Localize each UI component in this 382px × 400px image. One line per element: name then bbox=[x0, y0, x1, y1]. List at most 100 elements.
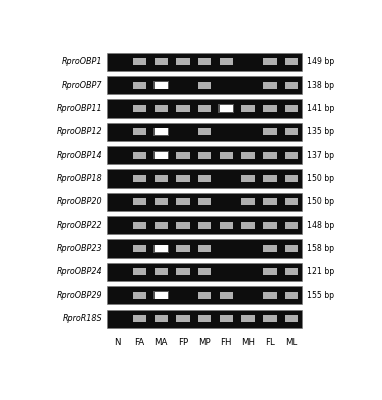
Text: RproOBP24: RproOBP24 bbox=[57, 268, 102, 276]
Bar bbox=[263, 222, 277, 229]
Bar bbox=[133, 82, 146, 88]
Bar bbox=[263, 292, 277, 299]
Bar bbox=[107, 286, 302, 304]
Bar bbox=[133, 128, 146, 135]
Text: RproOBP14: RproOBP14 bbox=[57, 151, 102, 160]
Text: 149 bp: 149 bp bbox=[307, 57, 334, 66]
Text: FH: FH bbox=[221, 338, 232, 348]
Bar bbox=[263, 268, 277, 276]
Bar bbox=[154, 198, 168, 205]
Bar bbox=[263, 82, 277, 88]
Bar bbox=[263, 105, 277, 112]
Text: FP: FP bbox=[178, 338, 188, 348]
Bar bbox=[107, 53, 302, 71]
Text: 135 bp: 135 bp bbox=[307, 127, 334, 136]
Bar bbox=[107, 146, 302, 164]
Bar bbox=[107, 170, 302, 188]
Bar bbox=[154, 152, 168, 159]
Bar bbox=[220, 292, 233, 299]
Bar bbox=[198, 198, 211, 205]
Bar bbox=[198, 152, 211, 159]
Bar bbox=[285, 128, 298, 135]
Bar bbox=[154, 292, 168, 299]
Bar bbox=[285, 175, 298, 182]
Bar bbox=[133, 152, 146, 159]
Bar bbox=[241, 315, 255, 322]
Bar bbox=[176, 198, 190, 205]
Text: N: N bbox=[115, 338, 121, 348]
Text: ML: ML bbox=[285, 338, 298, 348]
Bar bbox=[133, 58, 146, 65]
Bar bbox=[241, 175, 255, 182]
Bar bbox=[241, 222, 255, 229]
Text: RproOBP29: RproOBP29 bbox=[57, 291, 102, 300]
Bar bbox=[263, 128, 277, 135]
Bar bbox=[198, 245, 211, 252]
Bar bbox=[198, 105, 211, 112]
Bar bbox=[107, 99, 302, 118]
Text: RproOBP23: RproOBP23 bbox=[57, 244, 102, 253]
Bar bbox=[154, 105, 168, 112]
Bar bbox=[198, 268, 211, 276]
Bar bbox=[198, 82, 211, 88]
Bar bbox=[107, 123, 302, 141]
Bar bbox=[107, 310, 302, 328]
Bar bbox=[220, 222, 233, 229]
Text: MH: MH bbox=[241, 338, 255, 348]
Text: 155 bp: 155 bp bbox=[307, 291, 334, 300]
Text: RproOBP18: RproOBP18 bbox=[57, 174, 102, 183]
Bar bbox=[263, 58, 277, 65]
Bar bbox=[220, 152, 233, 159]
Bar bbox=[133, 105, 146, 112]
Bar bbox=[107, 76, 302, 94]
Bar bbox=[285, 105, 298, 112]
Text: MA: MA bbox=[155, 338, 168, 348]
Bar bbox=[285, 152, 298, 159]
Text: 138 bp: 138 bp bbox=[307, 80, 334, 90]
Bar bbox=[154, 245, 168, 252]
Text: 137 bp: 137 bp bbox=[307, 151, 334, 160]
Text: RproOBP20: RproOBP20 bbox=[57, 197, 102, 206]
Bar bbox=[220, 58, 233, 65]
Bar bbox=[198, 292, 211, 299]
Bar bbox=[263, 315, 277, 322]
Text: RproOBP12: RproOBP12 bbox=[57, 127, 102, 136]
Bar bbox=[154, 82, 168, 88]
Bar bbox=[198, 315, 211, 322]
Bar bbox=[154, 315, 168, 322]
Bar bbox=[176, 315, 190, 322]
Bar bbox=[285, 245, 298, 252]
Text: 150 bp: 150 bp bbox=[307, 197, 334, 206]
Text: 158 bp: 158 bp bbox=[307, 244, 334, 253]
Bar bbox=[154, 175, 168, 182]
Bar bbox=[153, 151, 169, 159]
Bar bbox=[133, 222, 146, 229]
Bar bbox=[154, 128, 168, 135]
Text: 121 bp: 121 bp bbox=[307, 268, 334, 276]
Bar bbox=[285, 292, 298, 299]
Bar bbox=[176, 245, 190, 252]
Text: 148 bp: 148 bp bbox=[307, 221, 334, 230]
Text: MP: MP bbox=[198, 338, 211, 348]
Bar bbox=[219, 104, 234, 112]
Text: FA: FA bbox=[134, 338, 145, 348]
Bar bbox=[153, 244, 169, 253]
Bar bbox=[176, 175, 190, 182]
Bar bbox=[107, 193, 302, 211]
Text: RproR18S: RproR18S bbox=[63, 314, 102, 323]
Bar bbox=[263, 245, 277, 252]
Bar bbox=[198, 222, 211, 229]
Bar bbox=[176, 58, 190, 65]
Bar bbox=[285, 82, 298, 88]
Bar bbox=[198, 128, 211, 135]
Bar bbox=[263, 152, 277, 159]
Bar bbox=[198, 58, 211, 65]
Bar bbox=[154, 222, 168, 229]
Bar bbox=[133, 245, 146, 252]
Text: FL: FL bbox=[265, 338, 275, 348]
Text: 141 bp: 141 bp bbox=[307, 104, 334, 113]
Bar bbox=[285, 268, 298, 276]
Bar bbox=[241, 105, 255, 112]
Text: RproOBP7: RproOBP7 bbox=[62, 80, 102, 90]
Text: RproOBP11: RproOBP11 bbox=[57, 104, 102, 113]
